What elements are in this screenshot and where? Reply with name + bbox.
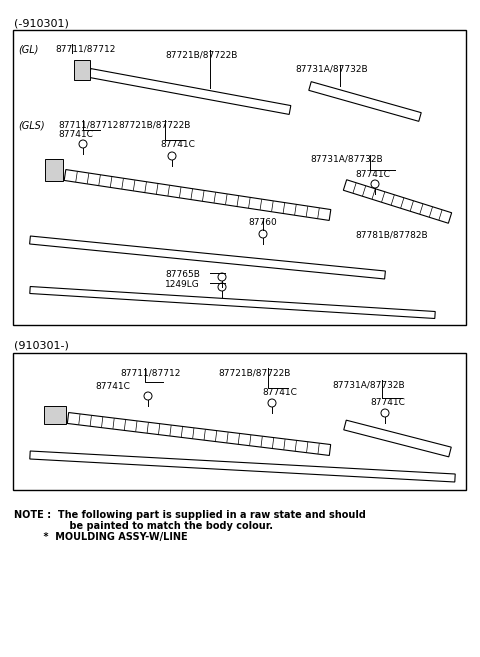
Bar xyxy=(45,159,63,181)
Text: 87721B/87722B: 87721B/87722B xyxy=(118,120,191,129)
Text: 87731A/87732B: 87731A/87732B xyxy=(295,65,368,74)
Text: 87741C: 87741C xyxy=(262,388,297,397)
Polygon shape xyxy=(64,170,331,221)
Text: 87741C: 87741C xyxy=(160,140,195,149)
Text: 87741C: 87741C xyxy=(370,398,405,407)
Polygon shape xyxy=(343,180,452,223)
Polygon shape xyxy=(309,81,421,122)
Polygon shape xyxy=(30,236,385,279)
Text: (GLS): (GLS) xyxy=(18,120,45,130)
Text: be painted to match the body colour.: be painted to match the body colour. xyxy=(39,521,273,531)
Text: 87711/87712: 87711/87712 xyxy=(120,368,180,377)
Text: 87741C: 87741C xyxy=(355,170,390,179)
Polygon shape xyxy=(67,413,331,455)
Polygon shape xyxy=(30,286,435,319)
Text: *  MOULDING ASSY-W/LINE: * MOULDING ASSY-W/LINE xyxy=(30,532,188,542)
Text: (GL): (GL) xyxy=(18,44,38,54)
Text: 87721B/87722B: 87721B/87722B xyxy=(218,368,290,377)
Text: 87760: 87760 xyxy=(248,218,277,227)
Bar xyxy=(13,30,466,325)
Polygon shape xyxy=(344,420,451,457)
Text: 87731A/87732B: 87731A/87732B xyxy=(310,155,383,164)
Bar xyxy=(13,353,466,490)
Bar xyxy=(44,406,66,424)
Text: 87721B/87722B: 87721B/87722B xyxy=(165,50,238,59)
Text: 87711/87712: 87711/87712 xyxy=(55,44,115,53)
Bar xyxy=(74,60,90,80)
Text: 87765B: 87765B xyxy=(165,270,200,279)
Text: 87731A/87732B: 87731A/87732B xyxy=(332,380,405,389)
Polygon shape xyxy=(30,451,455,482)
Text: 87741C: 87741C xyxy=(58,130,93,139)
Polygon shape xyxy=(89,68,291,114)
Text: 87711/87712: 87711/87712 xyxy=(58,120,119,129)
Text: (910301-): (910301-) xyxy=(14,340,69,350)
Text: 1249LG: 1249LG xyxy=(165,280,200,289)
Text: NOTE :  The following part is supplied in a raw state and should: NOTE : The following part is supplied in… xyxy=(14,510,366,520)
Text: 87781B/87782B: 87781B/87782B xyxy=(355,230,428,239)
Text: (-910301): (-910301) xyxy=(14,18,69,28)
Text: 87741C: 87741C xyxy=(95,382,130,391)
